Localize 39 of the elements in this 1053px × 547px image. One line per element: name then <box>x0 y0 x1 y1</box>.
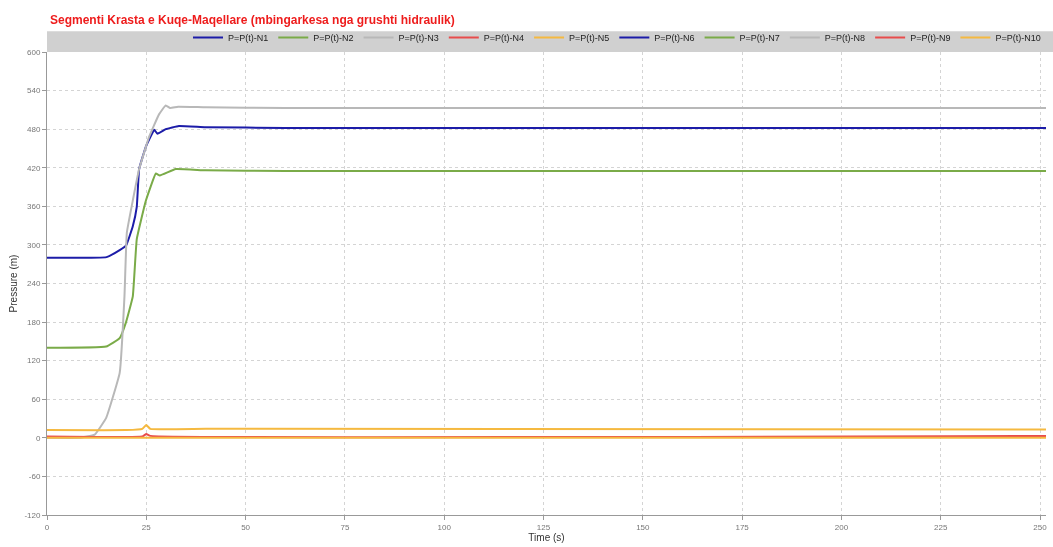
x-tick-label: 250 <box>1033 522 1048 532</box>
y-tick-label: 420 <box>27 163 41 173</box>
x-tick-label: 225 <box>934 522 948 532</box>
legend-label: P=P(t)-N3 <box>398 33 439 44</box>
x-tick-label: 150 <box>636 522 651 532</box>
y-tick-label: 0 <box>35 433 41 443</box>
y-tick-label: 540 <box>27 86 41 96</box>
x-tick-label: 125 <box>536 522 551 532</box>
y-tick-label: 120 <box>27 356 41 366</box>
x-axis-title: Time (s) <box>528 531 565 543</box>
legend-label: P=P(t)-N9 <box>910 33 951 44</box>
y-tick-label: 480 <box>27 124 41 134</box>
legend-label: P=P(t)-N2 <box>313 33 354 44</box>
legend-label: P=P(t)-N8 <box>824 33 866 44</box>
legend-label: P=P(t)-N1 <box>228 33 269 44</box>
y-axis-title: Pressure (m) <box>8 254 20 313</box>
legend-label: P=P(t)-N5 <box>569 33 610 44</box>
x-tick-label: 0 <box>44 522 50 532</box>
line-series <box>47 124 1046 259</box>
legend-label: P=P(t)-N4 <box>483 33 525 44</box>
line-series <box>47 168 1046 349</box>
x-tick-label: 100 <box>437 522 452 532</box>
y-tick-label: 60 <box>31 395 41 405</box>
y-tick-label: 360 <box>27 202 41 212</box>
y-tick-label: 300 <box>27 240 41 250</box>
y-tick-label: -120 <box>24 510 41 520</box>
x-tick-label: 75 <box>340 522 350 532</box>
legend-label: P=P(t)-N10 <box>995 33 1041 44</box>
x-tick-label: 50 <box>241 522 251 532</box>
y-tick-label: 240 <box>27 279 41 289</box>
y-tick-label: 180 <box>27 317 41 327</box>
chart-title: Segmenti Krasta e Kuqe-Maqellare (mbingarkesa nga grushti hidraulik) <box>50 13 455 28</box>
x-tick-label: 25 <box>141 522 152 532</box>
legend-label: P=P(t)-N7 <box>739 33 780 44</box>
y-tick-label: -60 <box>28 472 41 482</box>
y-tick-label: 600 <box>27 47 41 57</box>
x-tick-label: 200 <box>834 522 849 532</box>
legend-label: P=P(t)-N6 <box>654 33 695 44</box>
x-tick-label: 175 <box>735 522 750 532</box>
